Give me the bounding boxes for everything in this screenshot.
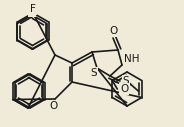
Text: O: O: [109, 26, 117, 36]
Text: O: O: [50, 101, 58, 111]
Text: O: O: [120, 84, 129, 94]
Text: F: F: [30, 4, 36, 14]
Text: F: F: [29, 6, 35, 16]
Text: S: S: [91, 68, 97, 78]
Text: S: S: [123, 76, 129, 86]
Text: NH: NH: [124, 54, 139, 64]
